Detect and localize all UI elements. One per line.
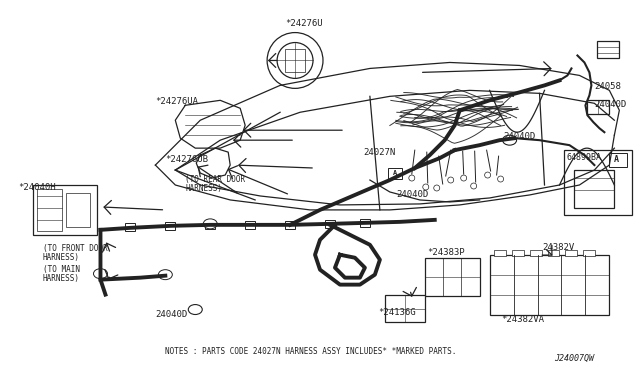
Bar — [584, 250, 595, 256]
Text: 24040D: 24040D — [156, 310, 188, 318]
Bar — [588, 100, 609, 114]
Text: 24382V: 24382V — [543, 243, 575, 252]
Bar — [609, 153, 627, 167]
Bar — [205, 221, 215, 229]
Bar — [564, 150, 632, 215]
Text: 24040D: 24040D — [504, 132, 536, 141]
Ellipse shape — [188, 305, 202, 314]
Bar — [597, 41, 620, 58]
Text: 24058: 24058 — [595, 82, 621, 92]
Bar — [360, 219, 370, 227]
Text: A: A — [614, 155, 619, 164]
Text: 24027N: 24027N — [363, 148, 395, 157]
Bar — [529, 250, 541, 256]
Bar — [490, 255, 609, 314]
Text: J24007QW: J24007QW — [554, 355, 595, 363]
Bar — [493, 250, 506, 256]
Bar — [165, 222, 175, 230]
Bar — [325, 220, 335, 228]
Text: *24136G: *24136G — [378, 308, 415, 317]
Bar — [575, 170, 614, 208]
Text: 64899BA: 64899BA — [566, 153, 602, 162]
Text: HARNESS): HARNESS) — [186, 184, 222, 193]
Text: 24040D: 24040D — [595, 100, 627, 109]
Text: *24276UB: *24276UB — [165, 155, 209, 164]
Text: *24382VA: *24382VA — [502, 314, 545, 324]
Text: *24276U: *24276U — [285, 19, 323, 28]
Bar — [285, 221, 295, 229]
Text: *24040H: *24040H — [19, 183, 56, 192]
Text: 24040D: 24040D — [396, 190, 428, 199]
Bar — [547, 250, 559, 256]
Bar — [285, 48, 305, 73]
Bar — [65, 193, 90, 227]
Bar — [566, 250, 577, 256]
Text: (TO MAIN: (TO MAIN — [43, 265, 79, 274]
Text: NOTES : PARTS CODE 24027N HARNESS ASSY INCLUDES* *MARKED PARTS.: NOTES : PARTS CODE 24027N HARNESS ASSY I… — [165, 347, 457, 356]
Bar — [36, 189, 61, 231]
Text: (TO REAR DOOR: (TO REAR DOOR — [186, 175, 245, 184]
Bar — [385, 295, 425, 323]
Text: HARNESS): HARNESS) — [43, 253, 79, 262]
Ellipse shape — [158, 270, 172, 280]
Text: (TO FRONT DOOR: (TO FRONT DOOR — [43, 244, 108, 253]
Bar — [388, 168, 402, 179]
Text: A: A — [393, 170, 397, 176]
Bar — [511, 250, 524, 256]
Ellipse shape — [502, 135, 516, 145]
Bar — [125, 223, 136, 231]
Bar — [33, 185, 97, 235]
Text: *24383P: *24383P — [427, 248, 465, 257]
Text: HARNESS): HARNESS) — [43, 274, 79, 283]
Bar — [245, 221, 255, 229]
Ellipse shape — [93, 269, 108, 279]
Text: *24276UA: *24276UA — [156, 97, 198, 106]
Bar — [425, 258, 479, 296]
Ellipse shape — [204, 219, 217, 229]
